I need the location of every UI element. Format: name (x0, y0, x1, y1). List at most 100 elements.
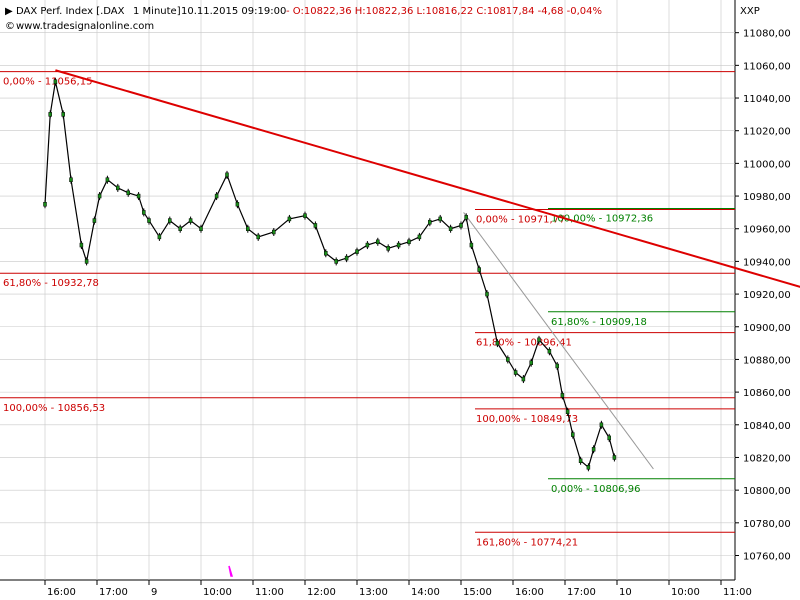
fib-level-label: 0,00% - 11056,15 (3, 77, 92, 88)
x-tick-label: 16:00 (515, 587, 544, 598)
candle-body (303, 213, 307, 218)
fib-level-label: 100,00% - 10856,53 (3, 403, 105, 414)
candle-body (555, 363, 559, 369)
x-tick-label: 17:00 (99, 587, 128, 598)
candle-body (565, 409, 570, 414)
website-label: www.tradesignalonline.com (16, 21, 154, 32)
candle-body (571, 432, 575, 437)
candle-body (178, 226, 182, 231)
candle-body (313, 223, 318, 228)
candle-body (287, 216, 292, 222)
candle-body (61, 112, 65, 117)
grid (0, 0, 735, 580)
window-icon-text: ▶ (5, 6, 13, 17)
candle-body (344, 255, 349, 261)
candle-body (168, 218, 172, 223)
fib-level-label: 100,00% - 10972,36 (551, 214, 653, 225)
price-series (43, 77, 617, 472)
candle-body (324, 250, 328, 256)
candle-body (438, 216, 442, 222)
candle-body (513, 370, 518, 375)
y-tick-label: 10800,00 (743, 486, 791, 497)
plot-area[interactable] (0, 0, 735, 580)
candle-body (477, 267, 481, 272)
candle-body (48, 112, 52, 117)
candle-body (116, 185, 120, 191)
x-tick-label: 13:00 (359, 587, 388, 598)
candle-body (407, 239, 411, 245)
candle-body (235, 201, 240, 207)
candle-body (537, 337, 541, 343)
event-marker-icon[interactable] (228, 565, 234, 577)
x-tick-label: 17:00 (567, 587, 596, 598)
fib-level-label: 61,80% - 10932,78 (3, 278, 99, 289)
y-tick-label: 10980,00 (743, 192, 791, 203)
x-tick-label: 11:00 (255, 587, 284, 598)
trendlines (55, 69, 800, 470)
x-tick-label: 15:00 (463, 587, 492, 598)
candle-body (84, 259, 89, 264)
x-tick-label: 10 (619, 587, 632, 598)
x-tick-label: 14:00 (411, 587, 440, 598)
exchange-label: XXP (740, 6, 760, 17)
y-tick-label: 10940,00 (743, 257, 791, 268)
candle-body (428, 219, 432, 225)
candle-body (464, 215, 468, 220)
candle-body (560, 393, 565, 398)
x-tick-label: 16:00 (47, 587, 76, 598)
candle-body (547, 349, 552, 354)
candle-body (396, 242, 401, 248)
price-line (44, 81, 615, 469)
x-tick-label: 12:00 (307, 587, 336, 598)
candle-body (92, 218, 97, 223)
candle-body (256, 234, 260, 240)
candle-body (136, 193, 141, 199)
copyright-icon: © (5, 21, 15, 32)
y-tick-label: 10820,00 (743, 453, 791, 464)
y-tick-label: 10860,00 (743, 388, 791, 399)
candle-body (495, 340, 500, 346)
candle-body (43, 201, 47, 207)
x-axis-ticks: 16:00 17:00 9 10:00 11:00 12:00 13:00 14:00 15:0… (44, 580, 752, 598)
candle-body (97, 193, 102, 199)
candle-body (79, 242, 84, 248)
candle-body (386, 246, 390, 251)
candle-body (448, 226, 453, 231)
candle-body (485, 291, 489, 297)
trendline-gray[interactable] (463, 212, 654, 470)
y-tick-label: 10900,00 (743, 323, 791, 334)
y-tick-label: 10960,00 (743, 225, 791, 236)
candle-body (157, 234, 162, 240)
candle-body (142, 210, 146, 215)
candle-body (355, 249, 359, 254)
x-tick-label: 10:00 (203, 587, 232, 598)
candle-body (188, 218, 193, 223)
candle-body (459, 223, 463, 228)
fib-level-label: 61,80% - 10909,18 (551, 317, 647, 328)
x-tick-label: 10:00 (671, 587, 700, 598)
y-axis-ticks: 11080,00 11060,00 11040,00 11020,00 11000,00… (735, 29, 791, 562)
y-tick-label: 11060,00 (743, 61, 791, 72)
fib-level-label: 0,00% - 10806,96 (551, 484, 640, 495)
symbol-label: DAX Perf. Index [.DAX (16, 6, 125, 17)
price-axis-panel[interactable] (735, 0, 800, 600)
datetime-label: 10.11.2015 09:19:00 (181, 6, 286, 17)
candle-body (53, 79, 58, 84)
fib-level-label: 100,00% - 10849,73 (476, 414, 578, 425)
candle-body (586, 465, 591, 470)
candle-body (69, 177, 73, 182)
candle-body (612, 455, 617, 460)
candle-body (105, 177, 110, 182)
fib-level-label: 0,00% - 10971,77 (476, 215, 565, 226)
y-tick-label: 10920,00 (743, 290, 791, 301)
candle-body (469, 242, 474, 248)
x-tick-label: 9 (151, 587, 157, 598)
candle-body (578, 458, 583, 463)
fibonacci-levels: 0,00% - 11056,15 61,80% - 10932,78 100,00%… (0, 71, 735, 548)
y-tick-label: 11000,00 (743, 159, 791, 170)
fib-level-label: 161,80% - 10774,21 (476, 537, 578, 548)
trendline-red[interactable] (55, 69, 800, 294)
candle-body (506, 357, 510, 362)
ohlc-label: - O:10822,36 H:10822,36 L:10816,22 C:108… (286, 6, 602, 17)
